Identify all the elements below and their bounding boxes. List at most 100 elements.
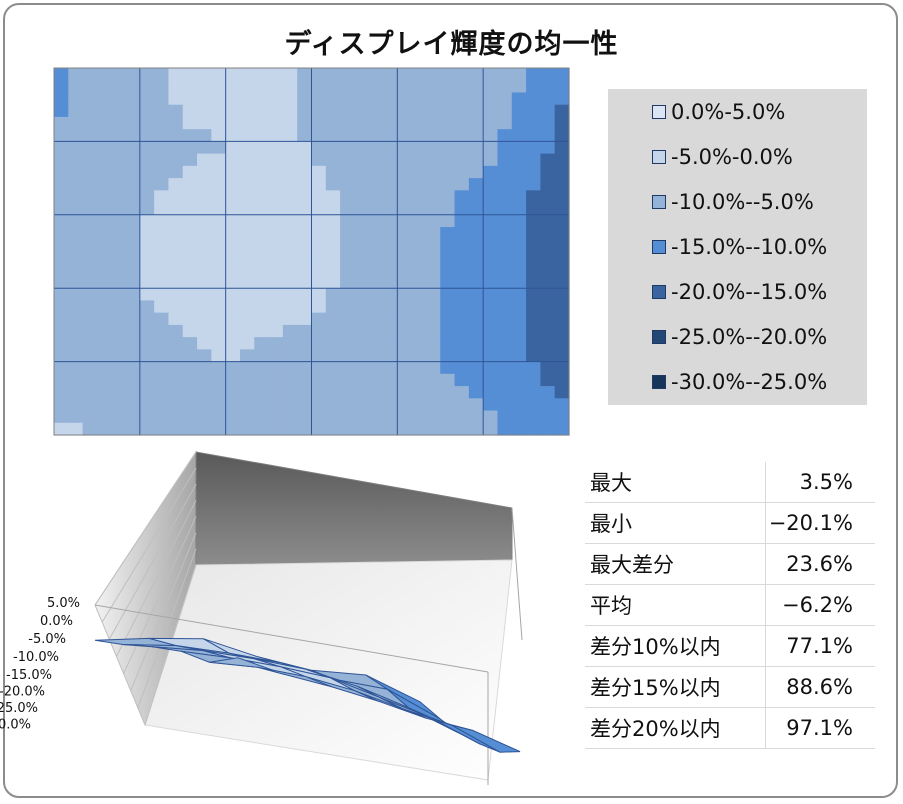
contour-cell [425,386,441,399]
contour-cell [68,349,84,363]
contour-cell [311,398,327,412]
contour-cell [526,300,541,314]
contour-cell [425,410,441,424]
contour-cell [96,288,112,302]
contour-cell [554,165,570,179]
contour-cell [54,422,69,436]
contour-cell [282,312,298,326]
contour-cell [211,275,227,289]
contour-cell [383,398,398,412]
contour-cell [154,116,170,130]
contour-cell [483,202,499,216]
contour-cell [268,227,284,240]
contour-cell [383,337,398,350]
contour-cell [125,373,141,387]
contour-cell [383,312,398,326]
contour-cell [397,410,413,424]
contour-cell [511,190,527,204]
contour-cell [311,337,327,350]
contour-cell [383,263,398,277]
contour-cell [82,410,98,424]
contour-cell [111,312,127,326]
contour-cell [125,153,141,167]
contour-cell [483,178,499,191]
contour-cell [497,153,513,167]
contour-cell [425,337,441,350]
legend-item: -10.0%--5.0% [652,190,814,214]
contour-cell [297,214,313,228]
contour-cell [511,165,527,179]
contour-cell [182,227,198,240]
contour-cell [383,202,398,216]
contour-cell [225,349,241,363]
contour-cell [154,104,170,118]
surface-z-tick-label: -15.0% [6,668,52,683]
contour-cell [225,202,241,216]
contour-cell [325,386,341,399]
contour-cell [54,275,69,289]
contour-cell [526,349,541,363]
contour-cell [340,410,356,424]
contour-cell [554,300,570,314]
contour-cell [125,337,141,350]
contour-cell [254,214,270,228]
contour-cell [311,361,327,375]
contour-cell [540,202,556,216]
contour-cell [354,178,370,191]
contour-cell [139,324,155,338]
contour-cell [497,141,513,155]
contour-cell [411,116,427,130]
contour-cell [511,92,527,106]
contour-cell [168,116,184,130]
contour-cell [282,202,298,216]
contour-cell [154,275,170,289]
contour-cell [96,68,112,81]
contour-cell [225,153,241,167]
contour-cell [54,165,69,179]
contour-cell [497,178,513,191]
contour-cell [483,239,499,253]
contour-cell [311,410,327,424]
contour-cell [282,349,298,363]
contour-cell [497,104,513,118]
contour-cell [139,312,155,326]
contour-cell [68,288,84,302]
contour-cell [354,80,370,94]
contour-cell [526,337,541,350]
contour-cell [440,300,456,314]
contour-cell [154,178,170,191]
contour-cell [411,312,427,326]
contour-cell [54,239,69,253]
contour-cell [511,153,527,167]
contour-cell [340,288,356,302]
contour-cell [397,349,413,363]
contour-cell [540,153,556,167]
contour-cell [411,410,427,424]
contour-cell [225,386,241,399]
contour-cell [554,239,570,253]
legend-label: -30.0%--25.0% [671,370,828,394]
contour-cell [425,349,441,363]
stats-table: 最大 3.5% 最小 −20.1% 最大差分 23.6% 平均 −6.2% 差分10%以内 77.… [585,462,875,749]
contour-cell [468,373,484,387]
contour-cell [540,275,556,289]
contour-cell [425,300,441,314]
contour-cell [254,141,270,155]
contour-cell [383,422,398,436]
contour-cell [96,80,112,94]
contour-cell [325,398,341,412]
contour-cell [168,68,184,81]
contour-cell [468,361,484,375]
contour-cell [54,263,69,277]
contour-cell [154,410,170,424]
contour-cell [96,324,112,338]
contour-cell [454,104,470,118]
contour-cell [182,373,198,387]
contour-cell [168,288,184,302]
contour-cell [383,116,398,130]
contour-cell [154,239,170,253]
contour-cell [211,116,227,130]
contour-cell [168,165,184,179]
contour-cell [383,214,398,228]
contour-cell [554,141,570,155]
